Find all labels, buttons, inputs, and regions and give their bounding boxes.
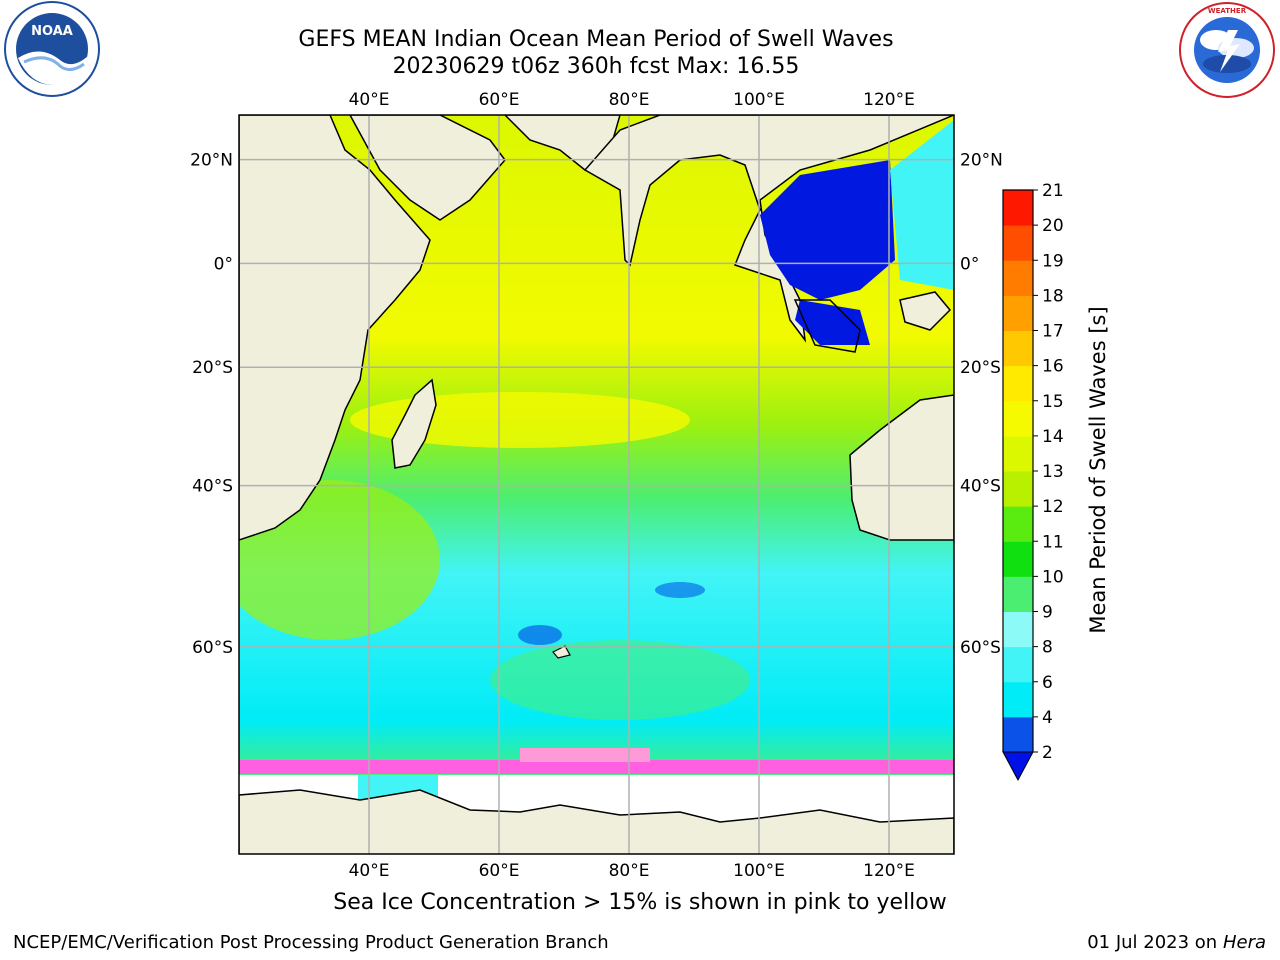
lon-label-bottom: 60°E xyxy=(479,861,520,881)
colorbar-segment xyxy=(1003,506,1033,542)
lat-label-right: 40°S xyxy=(960,477,1001,497)
colorbar-tick-label: 20 xyxy=(1042,216,1064,236)
colorbar-title: Mean Period of Swell Waves [s] xyxy=(1086,306,1110,634)
noaa-logo-text: NOAA xyxy=(31,24,73,39)
colorbar-segment xyxy=(1003,190,1033,226)
lon-label-top: 80°E xyxy=(609,90,650,110)
colorbar-segment xyxy=(1003,365,1033,402)
colorbar-segment xyxy=(1003,611,1033,648)
svg-text:WEATHER: WEATHER xyxy=(1208,7,1247,15)
footer-source: NCEP/EMC/Verification Post Processing Pr… xyxy=(13,932,609,953)
colorbar-tick-label: 8 xyxy=(1042,638,1053,658)
lat-label-right: 20°N xyxy=(960,151,1003,171)
lat-label-left: 40°S xyxy=(192,477,233,497)
colorbar-tick-label: 17 xyxy=(1042,322,1064,342)
colorbar-segment xyxy=(1003,716,1033,753)
lon-label-bottom: 100°E xyxy=(733,861,785,881)
map-frame xyxy=(238,114,955,855)
colorbar: 2 4 6 8 9 10 11 12 13 14 15 16 17 18 19 20 21 xyxy=(1002,181,1064,782)
lat-label-right: 0° xyxy=(960,254,979,274)
colorbar-extend-arrow xyxy=(1002,751,1034,782)
colorbar-segment xyxy=(1003,646,1033,683)
colorbar-tick-label: 21 xyxy=(1042,181,1064,201)
colorbar-segment xyxy=(1003,435,1033,472)
colorbar-tick-label: 11 xyxy=(1042,532,1064,552)
colorbar-tick-label: 16 xyxy=(1042,357,1064,377)
noaa-logo: NOAA xyxy=(4,1,100,97)
map-gridlines xyxy=(239,115,954,854)
colorbar-tick-label: 18 xyxy=(1042,286,1064,306)
colorbar-tick-label: 15 xyxy=(1042,392,1064,412)
lon-label-bottom: 120°E xyxy=(863,861,915,881)
map-title: GEFS MEAN Indian Ocean Mean Period of Sw… xyxy=(298,27,894,52)
map-area xyxy=(239,115,954,854)
colorbar-tick-label: 19 xyxy=(1042,251,1064,271)
colorbar-segment xyxy=(1003,260,1033,296)
colorbar-segment xyxy=(1003,330,1033,367)
colorbar-tick-label: 2 xyxy=(1042,743,1053,763)
lat-label-left: 20°S xyxy=(192,358,233,378)
lon-label-bottom: 80°E xyxy=(609,861,650,881)
map-subtitle: 20230629 t06z 360h fcst Max: 16.55 xyxy=(392,54,800,79)
colorbar-tick-label: 14 xyxy=(1042,427,1064,447)
colorbar-tick-label: 13 xyxy=(1042,462,1064,482)
colorbar-segment xyxy=(1003,225,1033,261)
lon-label-top: 60°E xyxy=(479,90,520,110)
colorbar-segment xyxy=(1003,471,1033,507)
lat-label-left: 0° xyxy=(214,254,233,274)
colorbar-segment xyxy=(1003,400,1033,437)
lon-label-top: 120°E xyxy=(863,90,915,110)
colorbar-tick-label: 6 xyxy=(1042,673,1053,693)
colorbar-segment xyxy=(1003,576,1033,612)
lat-label-left: 60°S xyxy=(192,638,233,658)
colorbar-segment xyxy=(1003,541,1033,577)
colorbar-tick-label: 10 xyxy=(1042,567,1064,587)
colorbar-tick-label: 4 xyxy=(1042,708,1053,728)
colorbar-tick-label: 9 xyxy=(1042,603,1053,623)
footer-host: Hera xyxy=(1222,932,1266,953)
nws-logo: WEATHER xyxy=(1179,2,1275,98)
lon-label-top: 100°E xyxy=(733,90,785,110)
lon-label-top: 40°E xyxy=(349,90,390,110)
lon-label-bottom: 40°E xyxy=(349,861,390,881)
lat-label-right: 60°S xyxy=(960,638,1001,658)
lat-label-right: 20°S xyxy=(960,358,1001,378)
footer-date: 01 Jul 2023 on Hera xyxy=(1087,932,1266,953)
footer-date-text: 01 Jul 2023 on xyxy=(1087,932,1218,953)
colorbar-segment xyxy=(1003,681,1033,718)
colorbar-tick-label: 12 xyxy=(1042,497,1064,517)
lat-label-left: 20°N xyxy=(190,151,233,171)
sea-ice-caption: Sea Ice Concentration > 15% is shown in … xyxy=(333,890,947,915)
colorbar-segment xyxy=(1003,295,1033,331)
